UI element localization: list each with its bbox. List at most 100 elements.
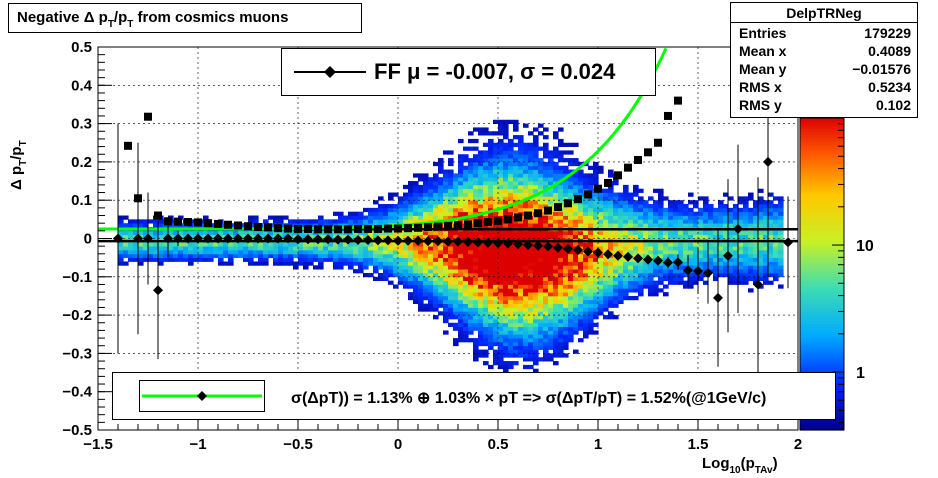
heatmap-cell	[368, 272, 374, 278]
heatmap-cell	[423, 181, 429, 186]
heatmap-cell	[533, 341, 539, 347]
heatmap-cell	[438, 196, 444, 201]
heatmap-cell	[123, 234, 129, 239]
heatmap-cell	[408, 257, 414, 262]
colorbar-step	[800, 328, 844, 332]
heatmap-cell	[608, 265, 614, 270]
heatmap-cell	[673, 269, 679, 274]
heatmap-cell	[483, 338, 489, 343]
heatmap-cell	[423, 280, 429, 285]
heatmap-cell	[748, 215, 754, 220]
heatmap-cell	[393, 204, 399, 209]
heatmap-cell	[378, 249, 384, 255]
heatmap-cell	[683, 219, 689, 224]
heatmap-cell	[658, 265, 664, 270]
heatmap-cell	[493, 318, 499, 324]
colorbar-step	[800, 427, 844, 431]
heatmap-cell	[588, 253, 594, 259]
mean-point	[373, 235, 383, 246]
heatmap-cell	[303, 249, 309, 255]
heatmap-cell	[528, 257, 534, 262]
heatmap-cell	[453, 257, 459, 262]
heatmap-cell	[558, 242, 564, 247]
heatmap-cell	[493, 334, 499, 339]
heatmap-cell	[403, 184, 409, 190]
heatmap-cell	[498, 119, 504, 124]
heatmap-cell	[418, 230, 424, 236]
heatmap-cell	[663, 207, 669, 213]
heatmap-cell	[463, 230, 469, 236]
heatmap-cell	[758, 269, 764, 274]
heatmap-cell	[393, 192, 399, 197]
heatmap-cell	[613, 181, 619, 186]
heatmap-cell	[463, 249, 469, 255]
heatmap-cell	[658, 192, 664, 197]
heatmap-cell	[778, 204, 784, 209]
heatmap-cell	[443, 242, 449, 247]
heatmap-cell	[523, 188, 529, 193]
heatmap-cell	[413, 280, 419, 285]
heatmap-cell	[743, 211, 749, 216]
heatmap-cell	[568, 288, 574, 293]
heatmap-cell	[538, 184, 544, 190]
heatmap-cell	[423, 307, 429, 312]
heatmap-cell	[578, 295, 584, 301]
heatmap-cell	[273, 249, 279, 255]
heatmap-cell	[538, 246, 544, 251]
heatmap-cell	[743, 249, 749, 255]
heatmap-cell	[753, 253, 759, 259]
heatmap-cell	[608, 303, 614, 308]
heatmap-cell	[493, 303, 499, 308]
heatmap-cell	[388, 246, 394, 251]
mean-point	[763, 156, 773, 167]
heatmap-cell	[203, 246, 209, 251]
heatmap-cell	[448, 257, 454, 262]
colorbar-step	[800, 281, 844, 285]
colorbar-frame	[799, 117, 845, 431]
rms-point	[654, 138, 662, 147]
heatmap-cell	[778, 219, 784, 224]
heatmap-cell	[468, 265, 474, 270]
heatmap-cell	[373, 257, 379, 262]
heatmap-cell	[353, 246, 359, 251]
heatmap-cell	[683, 230, 689, 236]
heatmap-cell	[768, 261, 774, 266]
heatmap-cell	[668, 253, 674, 259]
heatmap-cell	[613, 177, 619, 182]
heatmap-cell	[728, 223, 734, 228]
heatmap-cell	[403, 261, 409, 266]
heatmap-cell	[623, 257, 629, 262]
heatmap-cell	[703, 219, 709, 224]
heatmap-cell	[598, 192, 604, 197]
heatmap-cell	[543, 326, 549, 331]
colorbar-step	[800, 198, 844, 202]
heatmap-cell	[658, 230, 664, 236]
heatmap-cell	[248, 249, 254, 255]
heatmap-cell	[463, 295, 469, 301]
colorbar-step	[800, 193, 844, 197]
rms-point	[194, 218, 202, 227]
heatmap-cell	[528, 165, 534, 170]
heatmap-cell	[568, 192, 574, 197]
heatmap-cell	[703, 211, 709, 216]
heatmap-cell	[583, 230, 589, 236]
heatmap-cell	[498, 364, 504, 370]
heatmap-cell	[413, 269, 419, 274]
colorbar-step	[800, 294, 844, 298]
heatmap-cell	[658, 253, 664, 259]
heatmap-cell	[678, 215, 684, 220]
heatmap-cell	[598, 299, 604, 305]
heatmap-cell	[443, 211, 449, 216]
colorbar-step	[800, 167, 844, 171]
heatmap-cell	[558, 188, 564, 193]
heatmap-cell	[523, 303, 529, 308]
heatmap-cell	[653, 219, 659, 224]
colorbar-step	[800, 177, 844, 181]
heatmap-cell	[558, 192, 564, 197]
heatmap-cell	[588, 211, 594, 216]
heatmap-cell	[358, 242, 364, 247]
heatmap-cell	[493, 188, 499, 193]
heatmap-cell	[563, 295, 569, 301]
heatmap-cell	[528, 169, 534, 174]
heatmap-cell	[228, 246, 234, 251]
